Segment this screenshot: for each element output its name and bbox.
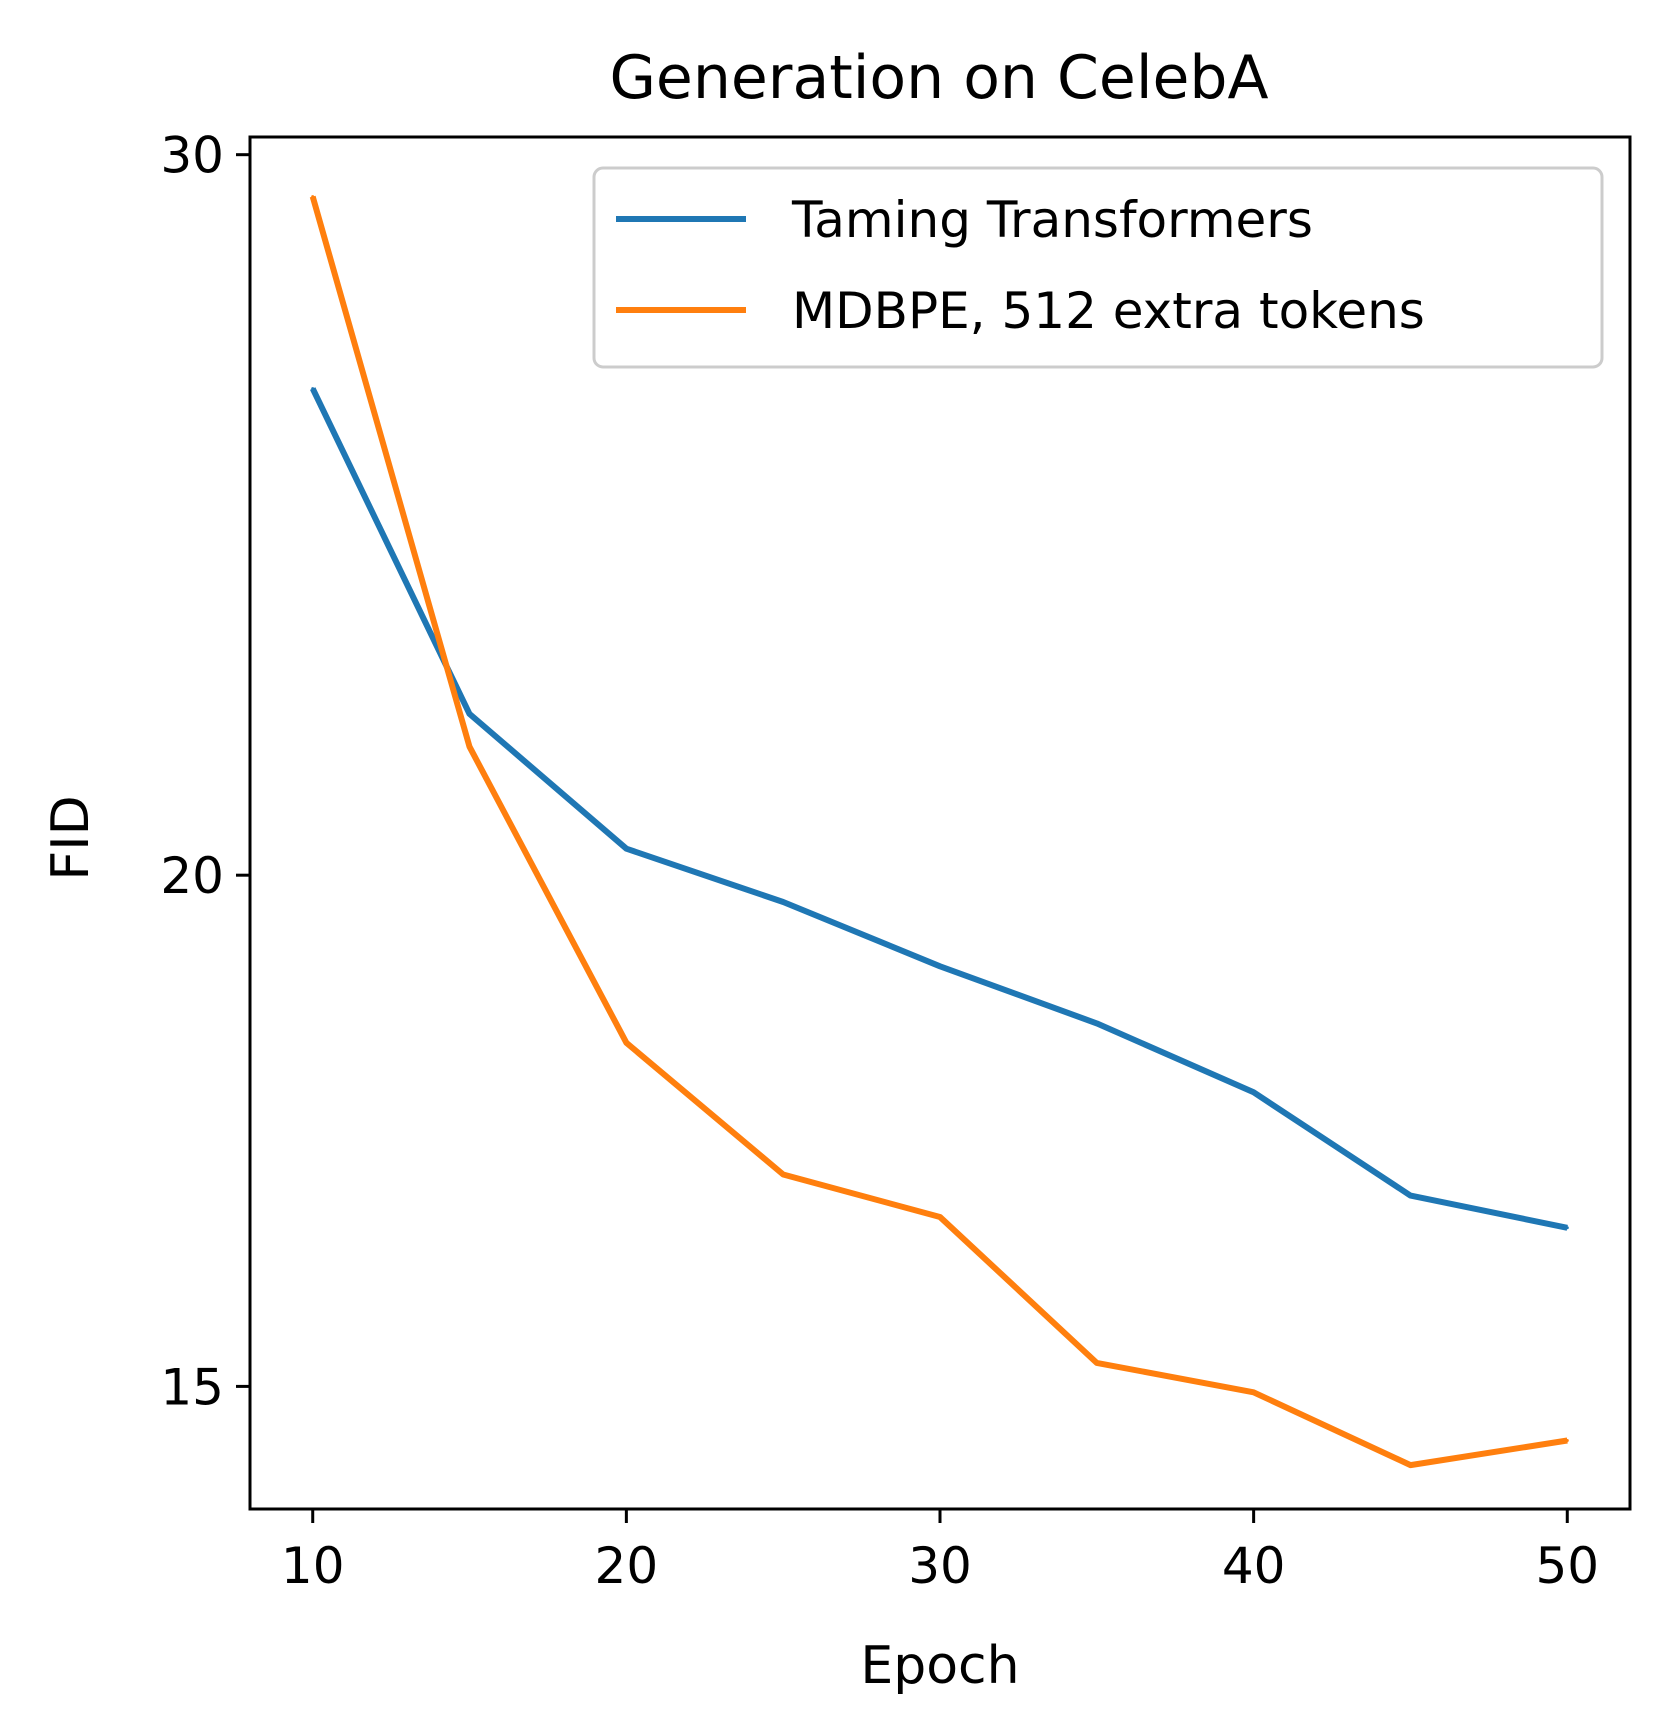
data-point-taming-transformers-50 <box>1565 1226 1569 1230</box>
data-point-mdbpe-512-extra-tokens-25 <box>781 1173 785 1176</box>
data-point-mdbpe-512-extra-tokens-10 <box>311 195 315 199</box>
y-tick-label-15: 15 <box>160 1358 224 1416</box>
data-point-taming-transformers-20 <box>624 847 628 851</box>
x-tick-label-20: 20 <box>595 1537 659 1595</box>
data-point-taming-transformers-15 <box>468 712 471 716</box>
y-axis-label: FID <box>41 795 101 880</box>
chart-title: Generation on CelebA <box>609 43 1268 113</box>
x-tick-label-10: 10 <box>281 1537 345 1595</box>
series-layer <box>309 195 1569 1469</box>
data-point-mdbpe-512-extra-tokens-15 <box>468 745 471 749</box>
y-axis-ticks: 15 20 30 <box>160 127 250 1416</box>
x-tick-label-50: 50 <box>1535 1537 1599 1595</box>
data-point-mdbpe-512-extra-tokens-35 <box>1095 1361 1099 1365</box>
data-point-taming-transformers-25 <box>781 900 785 904</box>
plot-area-frame <box>248 135 1632 1511</box>
x-axis-label: Epoch <box>860 1636 1019 1696</box>
legend-label-mdbpe: MDBPE, 512 extra tokens <box>792 282 1425 340</box>
legend-label-taming-transformers: Taming Transformers <box>791 191 1313 249</box>
data-point-mdbpe-512-extra-tokens-20 <box>624 1041 628 1045</box>
data-point-taming-transformers-10 <box>311 387 315 391</box>
y-tick-label-30: 30 <box>160 127 224 185</box>
legend: Taming Transformers MDBPE, 512 extra tok… <box>592 166 1604 369</box>
data-point-taming-transformers-35 <box>1095 1021 1099 1025</box>
legend-box <box>592 166 1604 369</box>
data-point-mdbpe-512-extra-tokens-45 <box>1409 1463 1412 1467</box>
x-axis-ticks: 10 20 30 40 50 <box>281 1509 1599 1595</box>
x-tick-label-30: 30 <box>908 1537 972 1595</box>
data-point-mdbpe-512-extra-tokens-40 <box>1252 1390 1256 1394</box>
data-point-mdbpe-512-extra-tokens-30 <box>938 1215 942 1219</box>
data-point-mdbpe-512-extra-tokens-50 <box>1565 1439 1569 1442</box>
y-tick-label-20: 20 <box>160 847 224 905</box>
data-point-taming-transformers-30 <box>938 964 942 968</box>
data-point-taming-transformers-40 <box>1252 1090 1256 1094</box>
data-point-taming-transformers-45 <box>1409 1194 1412 1198</box>
x-tick-label-40: 40 <box>1222 1537 1286 1595</box>
